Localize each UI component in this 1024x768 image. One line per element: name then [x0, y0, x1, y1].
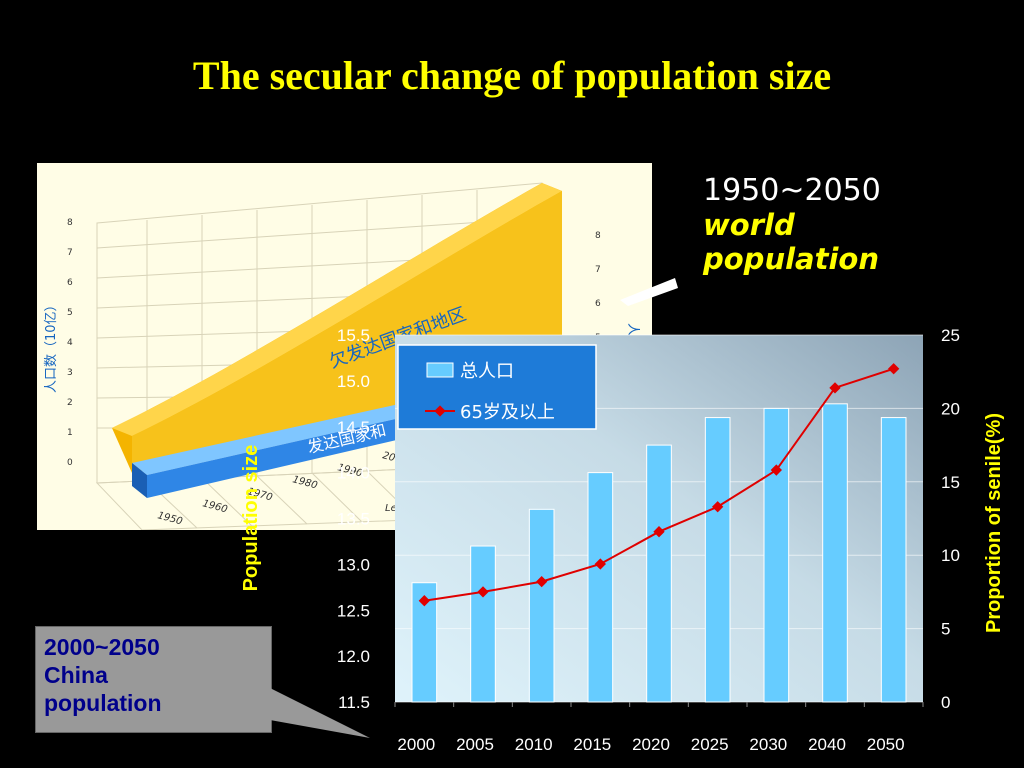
- svg-text:6: 6: [595, 299, 601, 309]
- legend-label-senile: 65岁及以上: [460, 402, 555, 423]
- slide-title: The secular change of population size: [192, 53, 832, 98]
- y2-tick-label: 10: [941, 546, 960, 565]
- bar-2005: [470, 545, 496, 703]
- y-tick-label: 15.5: [337, 326, 370, 345]
- bar-2050: [880, 417, 907, 703]
- bar-2025: [704, 417, 731, 703]
- svg-text:2: 2: [67, 398, 73, 408]
- y-tick-label: 13.5: [337, 510, 370, 529]
- bar-2015: [587, 472, 614, 703]
- svg-text:7: 7: [67, 248, 73, 258]
- x-tick-label: 2015: [573, 735, 611, 754]
- senile-point-2005: [477, 586, 489, 598]
- y2-tick-label: 5: [941, 620, 950, 639]
- y2-tick-label: 25: [941, 326, 960, 345]
- svg-text:5: 5: [67, 308, 73, 318]
- legend: 总人口 65岁及以上: [397, 344, 597, 430]
- china-population-word: population: [44, 690, 162, 716]
- x-tick-label: 2050: [867, 735, 905, 754]
- y2-tick-label: 0: [941, 693, 950, 712]
- y-tick-label: 11.5: [338, 693, 370, 712]
- legend-bar-swatch: [426, 362, 454, 378]
- senile-point-2015: [594, 558, 606, 570]
- senile-point-2025: [712, 501, 724, 513]
- y-tick-label: 14.0: [337, 464, 370, 483]
- svg-text:7: 7: [595, 265, 601, 275]
- china-callout: [270, 688, 370, 738]
- senile-point-2010: [536, 575, 548, 588]
- less-developed-area: [112, 183, 562, 473]
- senile-point-2030: [770, 464, 782, 476]
- x-tick-label: 2005: [456, 735, 494, 754]
- svg-text:Le: Le: [385, 503, 397, 514]
- svg-text:6: 6: [67, 278, 73, 288]
- world-population-word: population: [703, 242, 879, 276]
- bar-2040: [822, 403, 848, 703]
- china-word: China: [44, 662, 108, 688]
- y2-tick-label: 20: [941, 399, 960, 418]
- svg-text:8: 8: [595, 231, 601, 241]
- y-tick-label: 12.0: [337, 647, 370, 666]
- senile-point-2020: [653, 526, 665, 538]
- callout-arrow: [620, 278, 678, 306]
- y2-tick-label: 15: [941, 473, 960, 492]
- y-tick-label: 14.5: [337, 418, 370, 437]
- x-tick-label: 2030: [749, 735, 787, 754]
- china-population-chart: 11.5 12.0 12.5 13.0 13.5 14.0 14.5 15.0 15.5 0 5 1…: [240, 326, 1005, 754]
- bar-2030: [763, 407, 790, 703]
- x-tick-label: 2020: [632, 735, 670, 754]
- senile-point-2000: [418, 595, 430, 607]
- world-caption: 1950~2050 world population: [703, 173, 881, 277]
- svg-text:1: 1: [67, 428, 73, 438]
- y-tick-label: 13.0: [337, 555, 370, 574]
- x-tick-label: 2000: [397, 735, 435, 754]
- svg-text:8: 8: [67, 218, 73, 228]
- y-tick-label: 15.0: [337, 372, 370, 391]
- x-tick-label: 2040: [808, 735, 846, 754]
- svg-text:0: 0: [67, 458, 73, 468]
- world-y-label-left: 人口数（10亿）: [44, 298, 59, 393]
- china-caption: 2000~2050 China population: [35, 626, 272, 733]
- svg-text:3: 3: [67, 368, 73, 378]
- x-tick-label: 2010: [515, 735, 553, 754]
- china-range: 2000~2050: [44, 634, 160, 660]
- legend-label-total: 总人口: [460, 361, 514, 382]
- world-word: world: [703, 208, 795, 242]
- bar-2020: [646, 444, 672, 703]
- y2-axis-label: Proportion of senile(%): [983, 413, 1005, 633]
- y-tick-label: 12.5: [337, 601, 370, 620]
- svg-text:4: 4: [67, 338, 73, 348]
- world-y-ticks-left: 0 1 2 3 4 5 6 7 8: [67, 218, 73, 468]
- world-range: 1950~2050: [703, 173, 881, 208]
- y-axis-label: Population size: [240, 445, 262, 592]
- bar-2010: [528, 508, 555, 703]
- x-tick-label: 2025: [691, 735, 729, 754]
